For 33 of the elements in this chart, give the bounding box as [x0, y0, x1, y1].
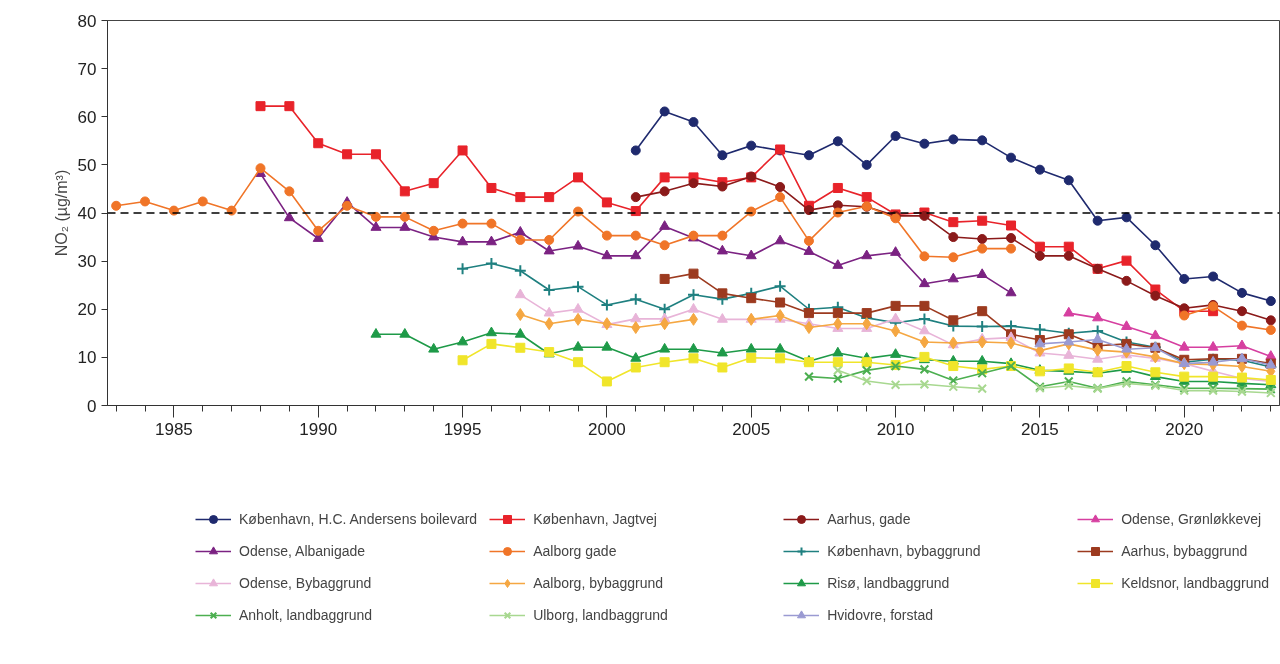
legend-label: Aalborg gade	[533, 542, 618, 561]
x-tick-label: 1985	[154, 419, 193, 439]
legend-label: Hvidovre, forstad	[827, 606, 934, 625]
legend-label: Risø, landbaggrund	[827, 574, 951, 593]
legend-label: Odense, Albanigade	[239, 542, 367, 561]
legend-label: Anholt, landbaggrund	[239, 606, 374, 625]
y-tick-label: 50	[77, 155, 97, 175]
y-tick-label: 20	[77, 300, 97, 320]
legend-label: København, H.C. Andersens boilevard	[239, 510, 478, 529]
y-tick-label: 40	[77, 204, 97, 223]
legend-label: Ulborg, landbaggrund	[533, 606, 669, 625]
legend-label: Aarhus, gade	[827, 510, 912, 529]
x-tick-label: 1990	[299, 419, 338, 439]
legend-label: Odense, Bybaggrund	[239, 574, 373, 593]
x-tick-label: 2010	[876, 419, 915, 439]
y-tick-label: 30	[77, 252, 97, 272]
legend-label: Aarhus, bybaggrund	[1121, 542, 1249, 561]
x-tick-label: 1995	[443, 419, 482, 439]
x-tick-label: 2005	[732, 419, 771, 439]
y-tick-label: 70	[77, 59, 97, 79]
legend-label: Keldsnor, landbaggrund	[1121, 574, 1271, 593]
y-axis-title: NO₂ (µg/m³)	[52, 169, 70, 257]
legend-label: København, bybaggrund	[827, 542, 982, 561]
legend-label: København, Jagtvej	[533, 510, 658, 529]
y-tick-label: 10	[77, 348, 97, 368]
legend-label: Aalborg, bybaggrund	[533, 574, 665, 593]
y-tick-label: 0	[87, 396, 97, 416]
x-tick-label: 2015	[1020, 419, 1059, 439]
y-tick-label: 80	[77, 11, 97, 31]
y-tick-label: 60	[77, 107, 97, 127]
x-tick-label: 2020	[1165, 419, 1204, 439]
x-tick-label: 2000	[587, 419, 626, 439]
legend-label: Odense, Grønløkkevej	[1121, 510, 1263, 529]
